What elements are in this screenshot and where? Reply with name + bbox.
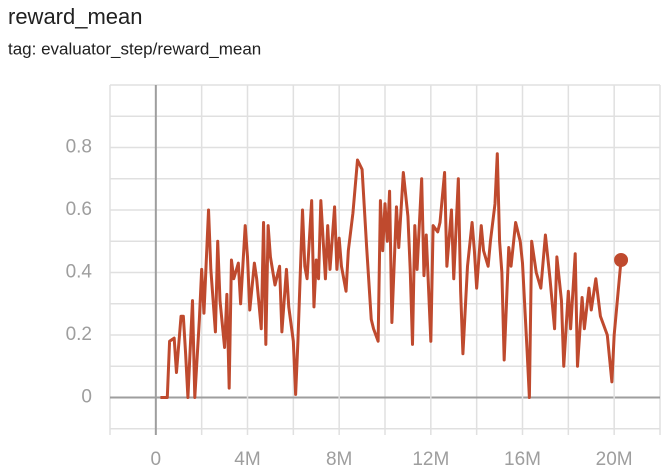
- chart-subtitle: tag: evaluator_step/reward_mean: [8, 39, 261, 58]
- y-tick-label: 0.4: [66, 262, 93, 283]
- x-tick-label: 20M: [596, 449, 633, 470]
- data-line: [160, 152, 623, 399]
- y-tick-label: 0: [81, 387, 92, 408]
- x-tick-label: 8M: [326, 449, 352, 470]
- chart-title: reward_mean: [8, 4, 143, 29]
- x-tick-label: 12M: [412, 449, 449, 470]
- x-tick-label: 16M: [504, 449, 541, 470]
- y-tick-label: 0.8: [66, 137, 92, 158]
- x-tick-label: 0: [151, 449, 162, 470]
- x-tick-label: 4M: [234, 449, 260, 470]
- y-tick-label: 0.6: [66, 199, 92, 220]
- end-marker: [614, 253, 629, 267]
- y-tick-label: 0.2: [66, 324, 92, 345]
